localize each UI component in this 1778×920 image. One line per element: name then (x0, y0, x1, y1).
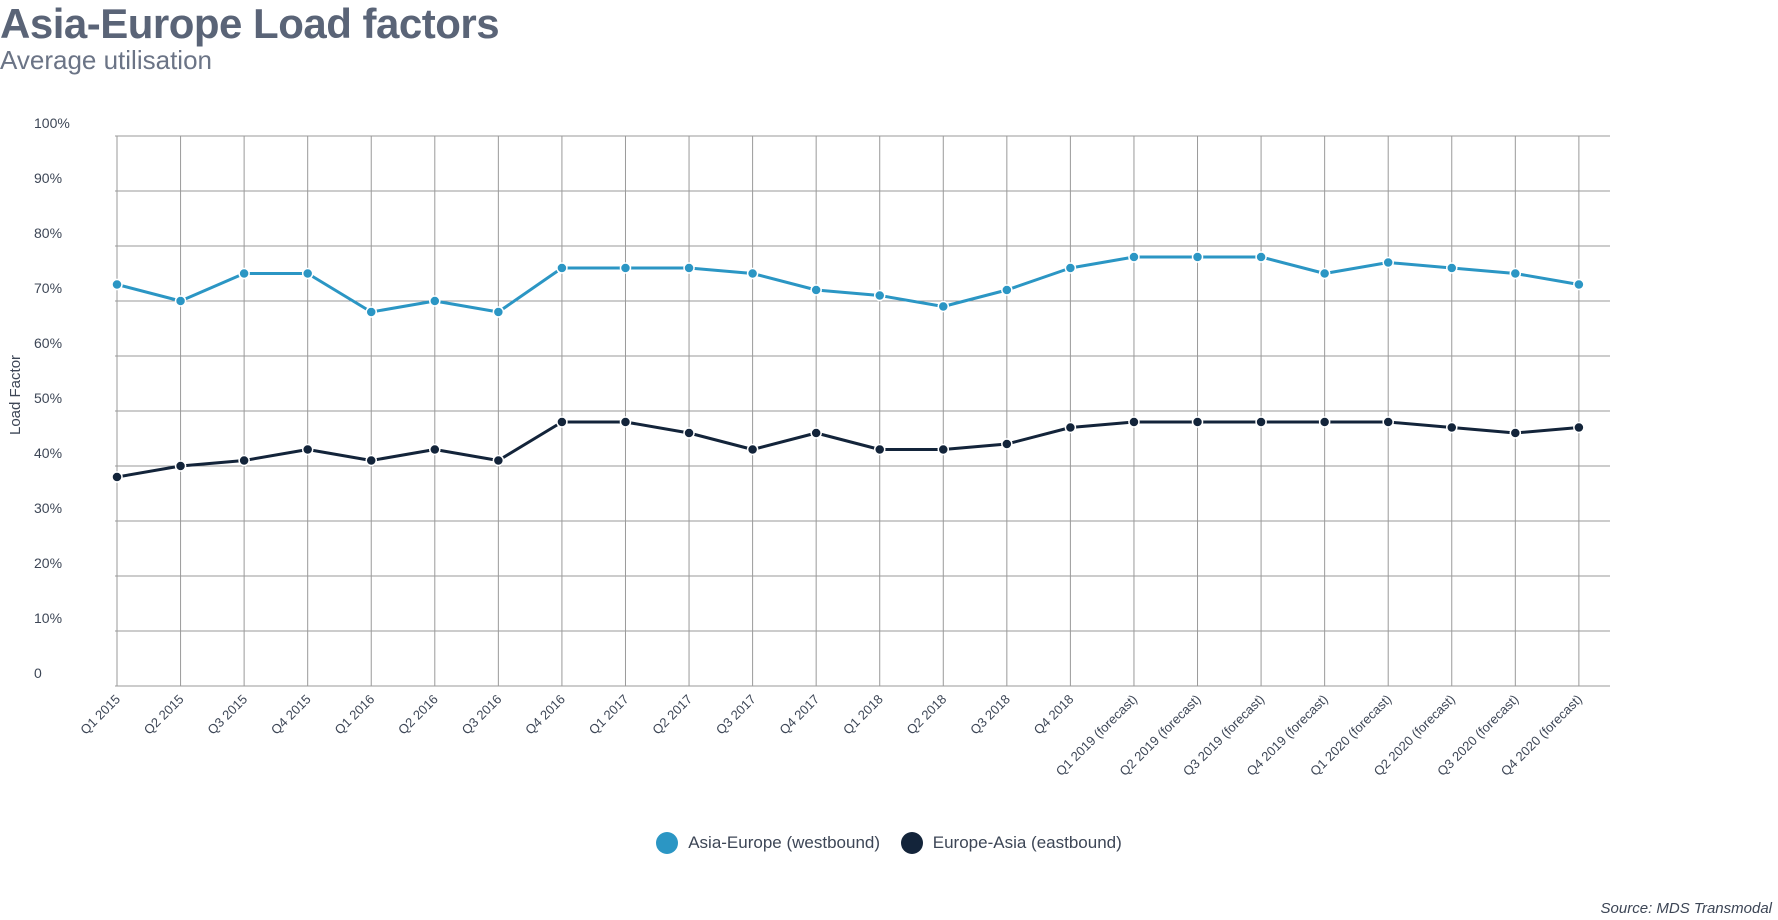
y-tick-label: 60% (34, 335, 62, 351)
x-tick-label: Q3 2015 (204, 692, 250, 738)
y-tick-label: 90% (34, 170, 62, 186)
data-point-1 (619, 416, 632, 428)
y-tick-label: 10% (34, 610, 62, 626)
y-tick-label: 50% (34, 390, 62, 406)
data-point-0 (1064, 262, 1077, 274)
data-point-1 (1573, 421, 1585, 434)
x-tick-label: Q2 2018 (904, 692, 950, 738)
chart-title: Asia-Europe Load factors (0, 0, 500, 47)
data-point-1 (683, 427, 695, 439)
data-point-0 (1382, 256, 1394, 269)
data-point-1 (1255, 416, 1267, 428)
data-point-1 (1509, 427, 1522, 439)
data-point-1 (810, 427, 822, 439)
data-point-0 (873, 289, 886, 302)
data-point-1 (1128, 416, 1140, 428)
data-point-1 (746, 443, 759, 456)
data-point-0 (174, 295, 187, 307)
data-point-0 (810, 284, 822, 296)
data-point-0 (683, 262, 695, 274)
x-tick-label: Q4 2018 (1031, 692, 1077, 738)
data-point-1 (301, 443, 314, 456)
data-point-0 (556, 262, 568, 274)
data-point-0 (238, 267, 250, 280)
x-tick-label: Q4 2015 (268, 692, 314, 738)
x-tick-label: Q3 2017 (713, 692, 759, 738)
data-point-0 (111, 278, 123, 291)
data-point-0 (301, 267, 314, 280)
x-tick-label: Q2 2016 (395, 692, 441, 738)
x-tick-label: Q2 2015 (141, 692, 187, 738)
legend: Asia-Europe (westbound) Europe-Asia (eas… (0, 832, 1778, 859)
y-tick-label: 40% (34, 445, 62, 461)
x-tick-label: Q1 2016 (331, 692, 377, 738)
y-tick-label: 0 (34, 665, 42, 681)
data-point-0 (492, 306, 505, 318)
y-tick-label: 100% (34, 115, 70, 131)
data-point-0 (619, 262, 632, 274)
x-tick-label: Q3 2016 (459, 692, 505, 738)
data-point-0 (1001, 284, 1013, 296)
data-point-0 (365, 306, 377, 318)
x-tick-label: Q4 2016 (522, 692, 568, 738)
data-point-0 (1255, 251, 1267, 263)
data-point-1 (1446, 421, 1458, 434)
data-point-1 (937, 443, 950, 456)
data-point-1 (873, 443, 886, 456)
y-tick-label: 30% (34, 500, 62, 516)
data-point-1 (1191, 416, 1204, 428)
data-point-1 (174, 460, 187, 472)
chart-subtitle: Average utilisation (0, 45, 212, 75)
legend-marker-eastbound (900, 832, 923, 854)
x-tick-label: Q1 2017 (586, 692, 632, 738)
y-tick-label: 70% (34, 280, 62, 296)
data-point-1 (429, 443, 441, 456)
legend-marker-westbound (656, 832, 679, 854)
y-tick-label: 80% (34, 225, 62, 241)
x-tick-label: Q1 2015 (77, 692, 123, 738)
data-point-1 (492, 454, 505, 467)
legend-label-westbound: Asia-Europe (westbound) (688, 833, 881, 852)
series-line-1 (116, 420, 1580, 479)
source-note: Source: MDS Transmodal (1600, 900, 1772, 917)
legend-label-eastbound: Europe-Asia (eastbound) (932, 833, 1122, 852)
legend-item-westbound: Asia-Europe (westbound) (656, 832, 880, 854)
series-line-0 (116, 255, 1580, 314)
data-point-0 (1509, 267, 1522, 280)
y-tick-label: 20% (34, 555, 62, 571)
data-point-0 (1318, 267, 1331, 280)
x-tick-label: Q2 2017 (649, 692, 695, 738)
data-point-0 (746, 267, 759, 280)
data-point-1 (365, 454, 377, 467)
data-point-0 (1191, 251, 1204, 263)
data-point-0 (1128, 251, 1140, 263)
data-point-1 (1318, 416, 1331, 428)
x-axis-ticks: Q1 2015 Q2 2015 Q3 2015 Q4 2015 Q1 2016 Q2 20… (77, 692, 1585, 779)
data-point-0 (1446, 262, 1458, 274)
data-point-0 (1573, 278, 1585, 291)
series-layer (111, 251, 1585, 483)
y-axis-label: Load Factor (7, 355, 24, 435)
x-tick-label: Q3 2018 (967, 692, 1013, 738)
data-point-0 (937, 300, 950, 313)
legend-item-eastbound: Europe-Asia (eastbound) (900, 832, 1122, 854)
x-tick-label: Q4 2017 (776, 692, 822, 738)
y-axis-ticks: 0 10% 20% 30% 40% 50% 60% 70% 80% 90% 100% (34, 115, 70, 681)
data-point-1 (1382, 416, 1394, 428)
data-point-0 (429, 295, 441, 307)
data-point-1 (556, 416, 568, 428)
data-point-1 (238, 454, 250, 467)
data-point-1 (1064, 421, 1077, 434)
data-point-1 (1001, 438, 1013, 450)
data-point-1 (111, 471, 123, 483)
grid-layer (115, 135, 1610, 687)
x-tick-label: Q1 2018 (840, 692, 886, 738)
